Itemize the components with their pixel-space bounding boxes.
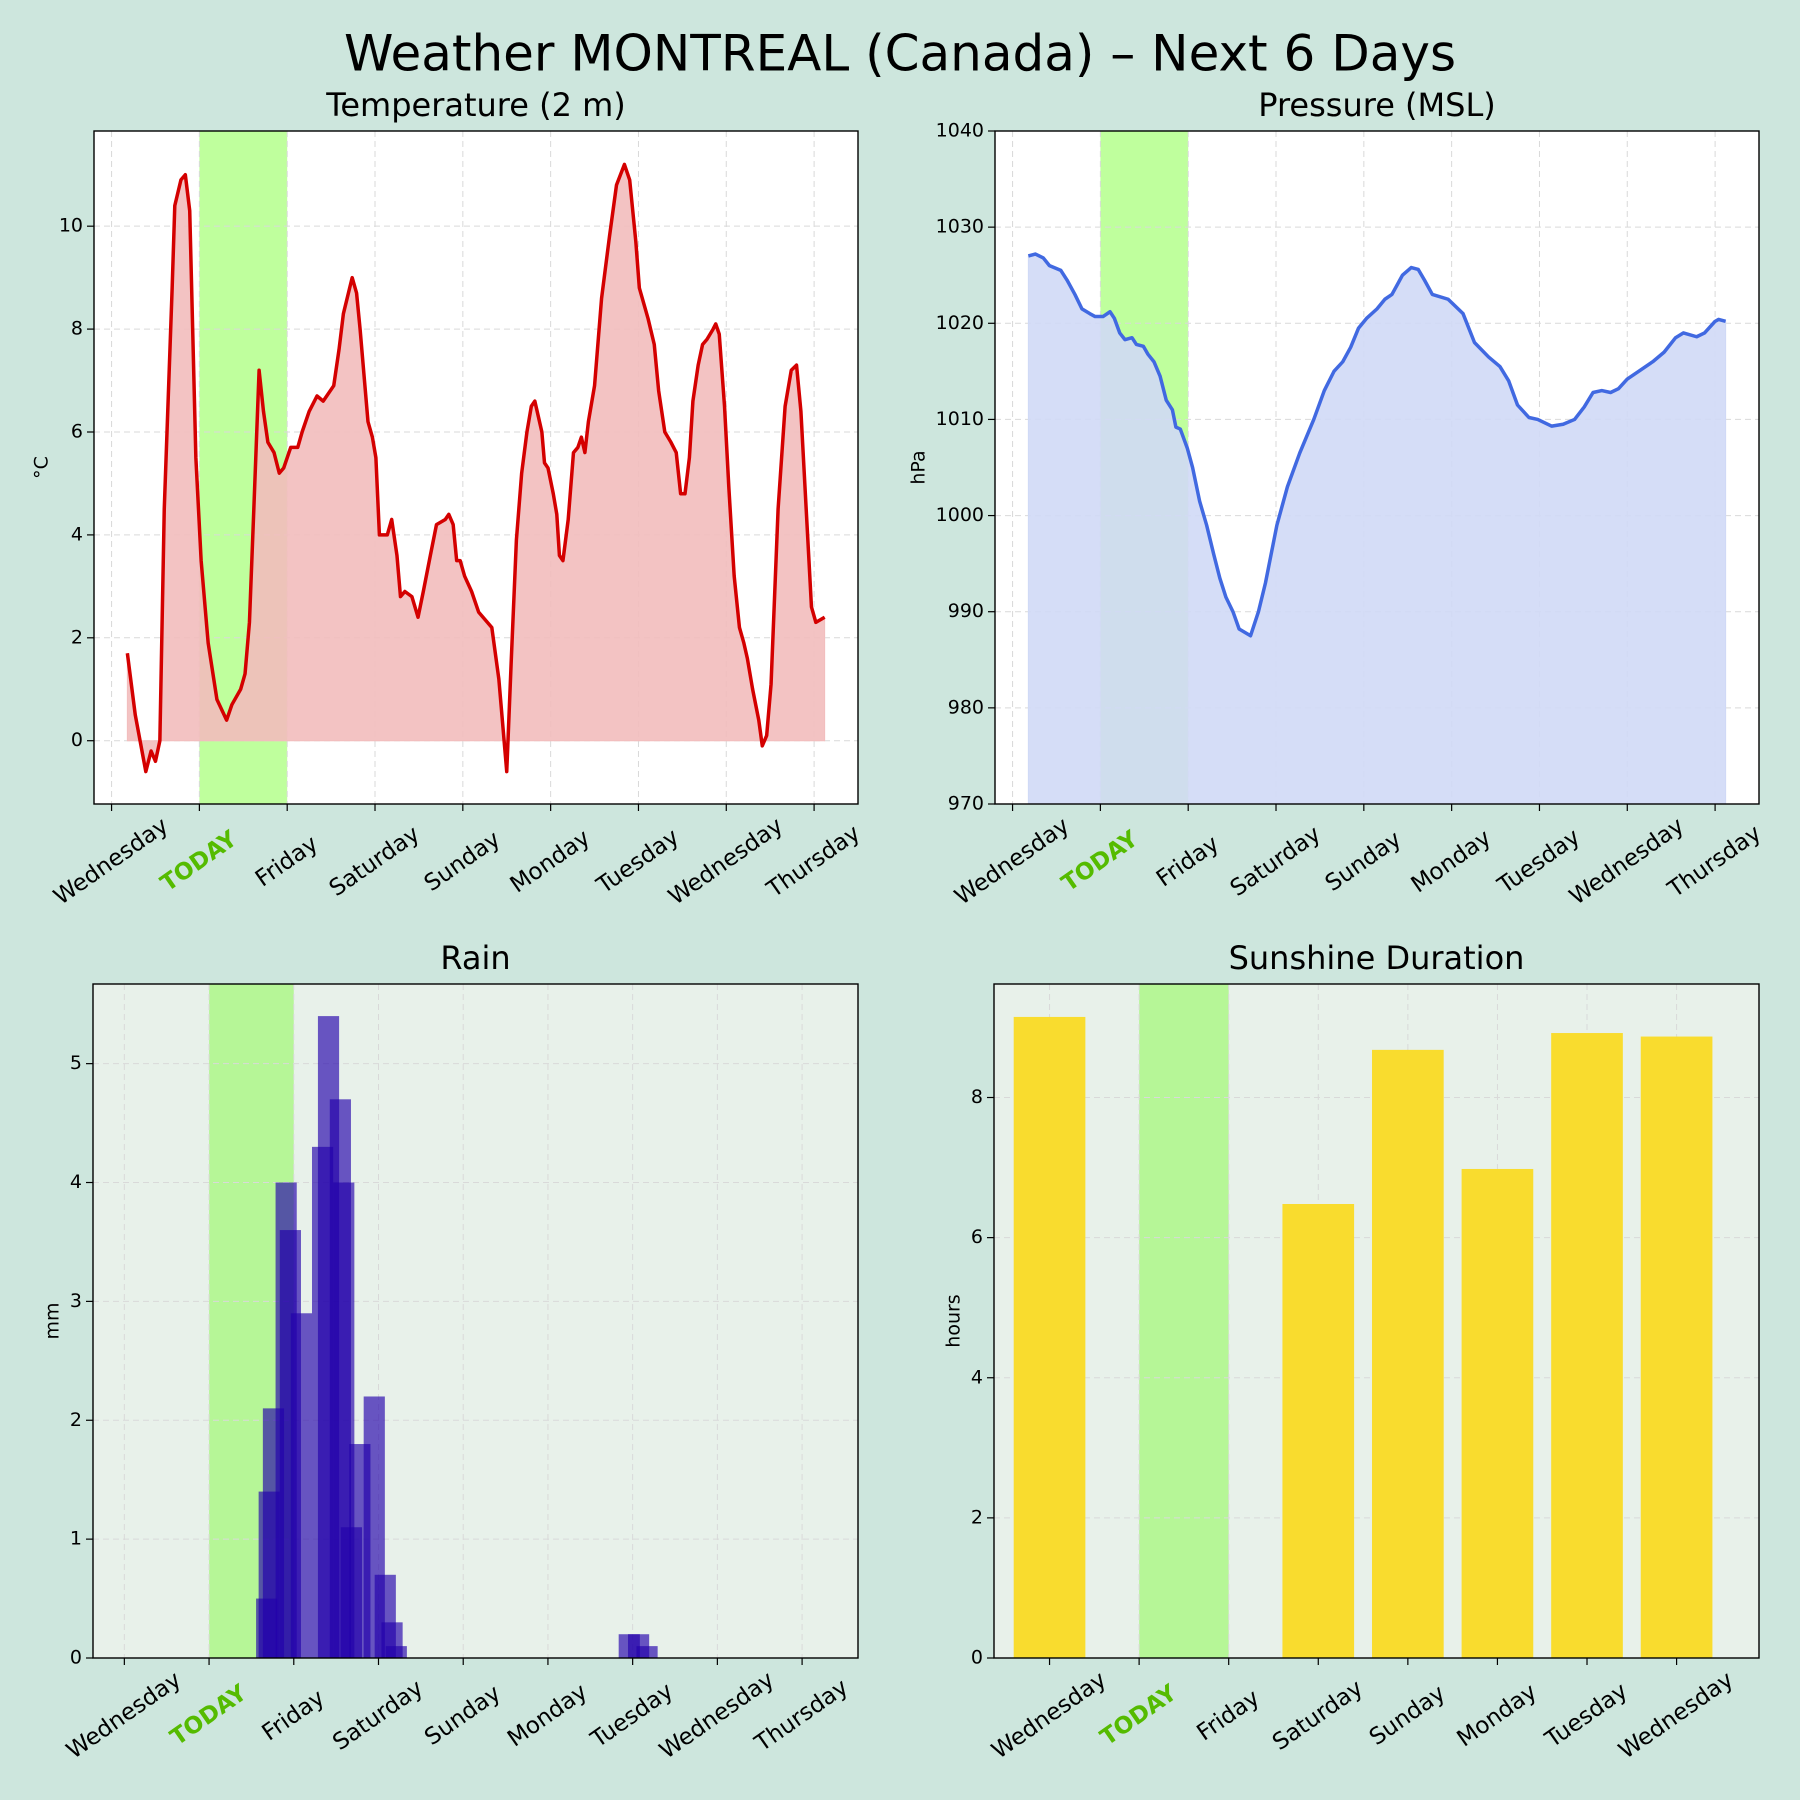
highlight-span <box>1139 984 1229 1658</box>
bar <box>636 1646 658 1658</box>
y-tick-label: 4 <box>70 1171 82 1193</box>
subplot-title: Sunshine Duration <box>1229 939 1525 977</box>
y-tick-label: 10 <box>59 215 83 237</box>
bar <box>1372 1049 1444 1658</box>
y-tick-label: 1020 <box>936 312 984 334</box>
y-tick-label: 990 <box>948 600 984 622</box>
y-tick-label: 980 <box>948 696 984 718</box>
y-tick-label: 970 <box>948 793 984 815</box>
bar <box>1013 1016 1086 1658</box>
line <box>1027 252 1727 638</box>
y-tick-label: 6 <box>971 1226 983 1248</box>
y-tick-label: 2 <box>971 1506 983 1528</box>
y-tick-label: 1000 <box>936 504 984 526</box>
y-tick-label: 8 <box>971 1086 983 1108</box>
y-tick-label: 1 <box>70 1528 82 1550</box>
figure-title: Weather MONTREAL (Canada) – Next 6 Days <box>344 25 1456 83</box>
y-tick-label: 4 <box>971 1366 983 1388</box>
bar <box>385 1646 407 1658</box>
y-axis-label: hPa <box>908 450 930 484</box>
bar <box>1282 1203 1355 1658</box>
axes-frame <box>93 130 859 805</box>
y-tick-label: 0 <box>971 1647 983 1669</box>
bar <box>1640 1036 1713 1658</box>
bar <box>1551 1033 1623 1658</box>
y-tick-label: 4 <box>71 523 83 545</box>
y-tick-label: 0 <box>71 729 83 751</box>
axes-frame <box>994 130 1760 805</box>
y-tick-label: 8 <box>71 318 83 340</box>
bar <box>290 1313 312 1658</box>
y-tick-label: 5 <box>70 1052 82 1074</box>
y-tick-label: 0 <box>70 1647 82 1669</box>
y-tick-label: 6 <box>71 420 83 442</box>
axes-frame <box>993 983 1760 1659</box>
y-tick-label: 2 <box>71 626 83 648</box>
y-tick-label: 3 <box>70 1290 82 1312</box>
line <box>125 162 826 774</box>
bar <box>1461 1168 1534 1658</box>
y-tick-label: 1030 <box>936 216 984 238</box>
subplot-title: Pressure (MSL) <box>1258 86 1496 124</box>
axes-frame <box>92 983 859 1659</box>
plot-background <box>93 984 858 1658</box>
y-tick-label: 1010 <box>936 408 984 430</box>
y-axis-label: mm <box>42 1302 64 1339</box>
y-tick-label: 2 <box>70 1409 82 1431</box>
y-axis-label: hours <box>943 1294 965 1347</box>
y-axis-label: °C <box>31 456 53 479</box>
y-tick-label: 1040 <box>936 120 984 142</box>
subplot-title: Temperature (2 m) <box>325 86 626 124</box>
subplot-title: Rain <box>440 939 510 977</box>
